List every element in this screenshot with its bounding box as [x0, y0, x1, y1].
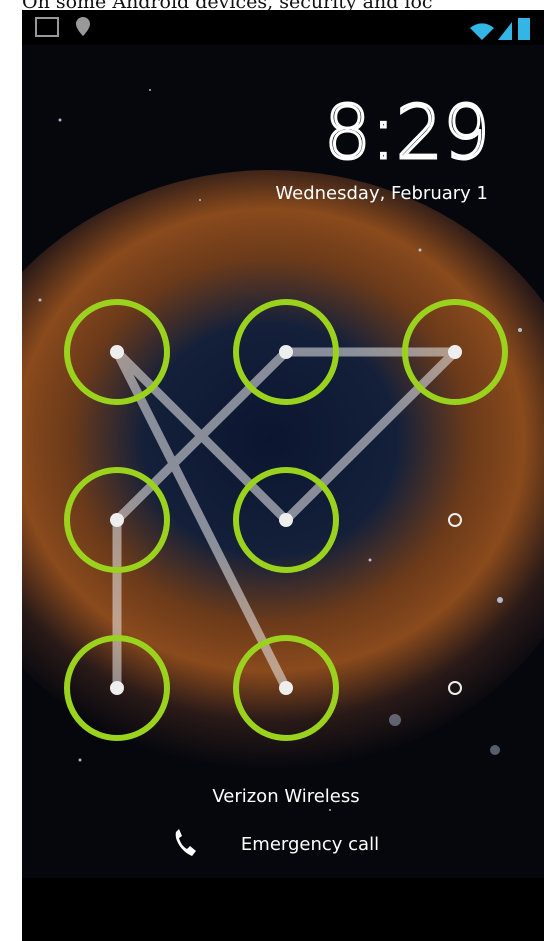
page: On some Android devices, security and lo… [0, 0, 544, 941]
carrier: Verizon Wireless [212, 786, 359, 807]
date: Wednesday, February 1 [275, 183, 488, 204]
emergency-call[interactable]: Emergency call [241, 834, 379, 855]
clock: 8:29 [324, 90, 490, 176]
phone-screen: 8:29 Wednesday, February 1 Verizon Wirel… [22, 10, 544, 941]
lock-screen: 8:29 Wednesday, February 1 Verizon Wirel… [22, 10, 544, 941]
nav-bar [22, 878, 544, 941]
battery-icon [518, 18, 530, 40]
status-bar [22, 10, 544, 45]
